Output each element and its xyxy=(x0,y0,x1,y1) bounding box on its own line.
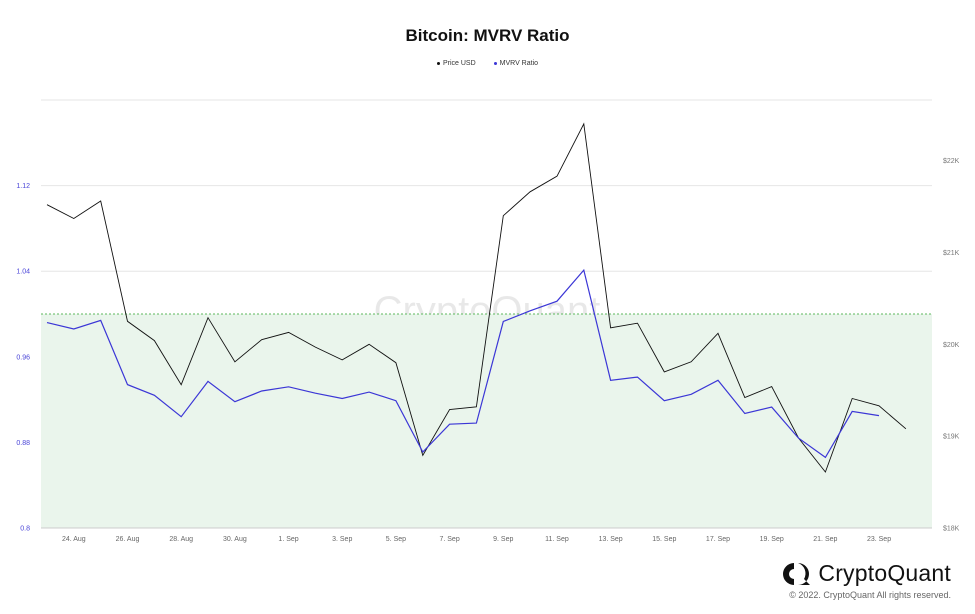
x-tick-label: 19. Sep xyxy=(760,536,784,543)
x-tick-label: 21. Sep xyxy=(813,536,837,543)
y-left-tick-label: 1.12 xyxy=(16,183,30,190)
y-right-tick-label: $18K xyxy=(943,526,960,533)
x-tick-label: 26. Aug xyxy=(116,536,140,543)
x-tick-label: 3. Sep xyxy=(332,536,352,543)
x-tick-label: 11. Sep xyxy=(545,536,569,543)
price-series-line xyxy=(46,122,907,473)
legend-item-price[interactable]: Price USD xyxy=(436,60,476,67)
x-tick-label: 5. Sep xyxy=(386,536,406,543)
x-tick-label: 15. Sep xyxy=(652,536,676,543)
brand-logo: CryptoQuant xyxy=(782,560,951,587)
y-left-tick-label: 1.04 xyxy=(16,269,30,276)
legend-label-price: Price USD xyxy=(442,60,476,67)
y-left-tick-label: 0.96 xyxy=(16,354,30,361)
legend-item-mvrv[interactable]: MVRV Ratio xyxy=(493,60,539,67)
legend-label-mvrv: MVRV Ratio xyxy=(499,60,539,67)
x-tick-label: 13. Sep xyxy=(599,536,623,543)
legend: Price USD MVRV Ratio xyxy=(0,60,975,67)
copyright-text: © 2022. CryptoQuant All rights reserved. xyxy=(789,590,951,600)
x-tick-label: 28. Aug xyxy=(169,536,193,543)
cryptoquant-logo-icon xyxy=(783,562,811,585)
x-tick-label: 24. Aug xyxy=(62,536,86,543)
x-tick-label: 23. Sep xyxy=(867,536,891,543)
y-right-tick-label: $19K xyxy=(943,434,960,441)
y-right-tick-label: $22K xyxy=(943,158,960,165)
mvrv-series-line xyxy=(46,268,880,459)
legend-marker-mvrv xyxy=(493,62,497,65)
x-tick-label: 17. Sep xyxy=(706,536,730,543)
y-left-tick-label: 0.8 xyxy=(20,526,30,533)
legend-marker-price xyxy=(436,62,440,65)
x-tick-label: 7. Sep xyxy=(439,536,459,543)
y-left-tick-label: 0.88 xyxy=(16,440,30,447)
threshold-band xyxy=(41,314,932,528)
x-tick-label: 9. Sep xyxy=(493,536,513,543)
brand-name: CryptoQuant xyxy=(818,560,951,586)
x-tick-label: 1. Sep xyxy=(278,536,298,543)
y-right-tick-label: $20K xyxy=(943,342,960,349)
chart-title: Bitcoin: MVRV Ratio xyxy=(405,26,570,45)
x-tick-label: 30. Aug xyxy=(223,536,247,543)
y-right-tick-label: $21K xyxy=(943,250,960,257)
